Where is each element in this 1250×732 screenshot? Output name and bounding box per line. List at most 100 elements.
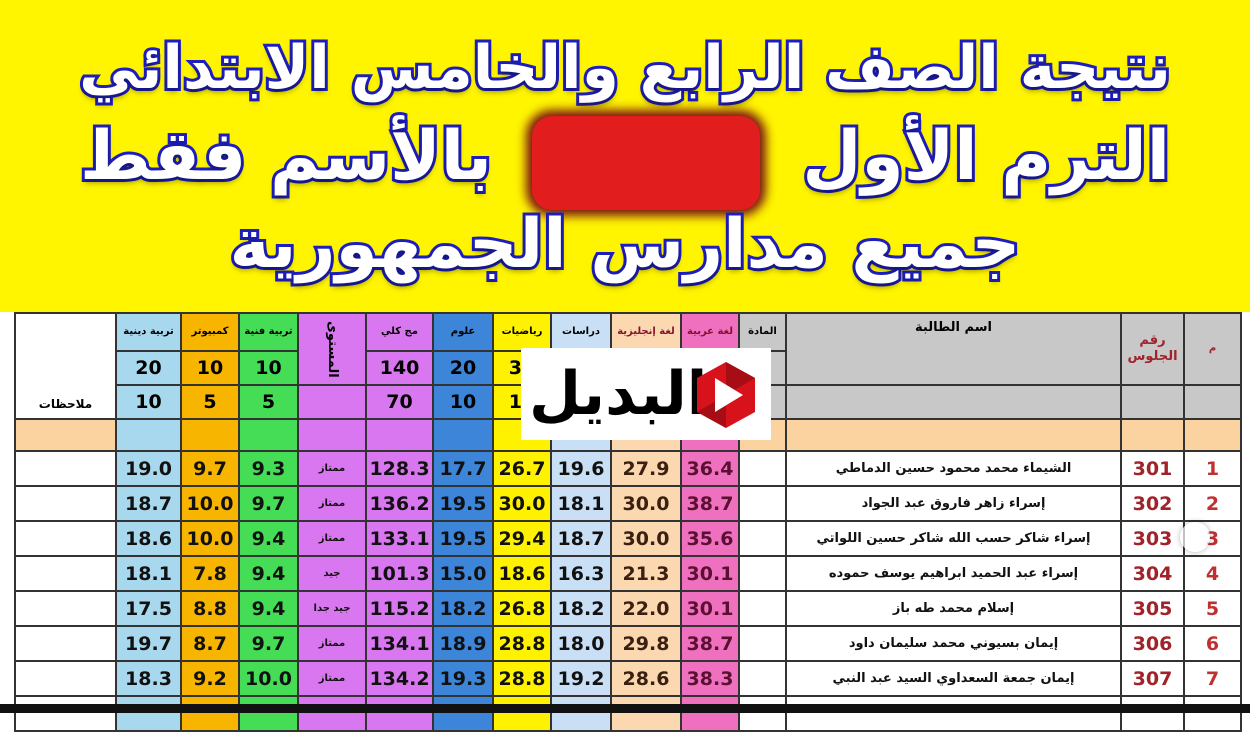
header-art: تربية فنية (238, 312, 299, 352)
table-row[interactable]: 19.7 8.7 9.7 ممتاز 134.1 18.9 28.8 18.0 29.8 38.7… (14, 625, 1242, 662)
cell-notes (14, 450, 117, 487)
header-index: م (1183, 312, 1242, 386)
cell-computer: 10.0 (180, 485, 240, 522)
header-science: علوم (432, 312, 494, 352)
cell-subject (738, 555, 787, 592)
cell-notes (14, 555, 117, 592)
banner-title-line1: نتيجة الصف الرابع والخامس الابتدائي (76, 30, 1174, 106)
header-notes: ملاحظات (14, 312, 117, 420)
banner-title-line3: جميع مدارس الجمهورية (227, 202, 1024, 287)
cell-arabic: 38.3 (680, 660, 740, 697)
cell-religion (115, 695, 182, 732)
cell-computer: 8.7 (180, 625, 240, 662)
cell-religion: 18.6 (115, 520, 182, 557)
cell-math: 26.7 (492, 450, 552, 487)
cell-subject (738, 660, 787, 697)
table-row[interactable]: 17.5 8.8 9.4 جيد جدا 115.2 18.2 26.8 18.2 22.0 30… (14, 590, 1242, 627)
header-computer: كمبيوتر (180, 312, 240, 352)
cell-science: 17.7 (432, 450, 494, 487)
spacer-computer (180, 418, 240, 452)
spacer-art (238, 418, 299, 452)
min-mark-total: 70 (365, 384, 434, 420)
cell-level: ممتاز (297, 660, 367, 697)
spacer-name (785, 418, 1122, 452)
cell-art: 10.0 (238, 660, 299, 697)
cell-index: 4 (1183, 555, 1242, 592)
cell-level: ممتاز (297, 520, 367, 557)
cell-level: ممتاز (297, 450, 367, 487)
cell-math: 28.8 (492, 660, 552, 697)
cell-religion: 19.0 (115, 450, 182, 487)
title-banner: نتيجة الصف الرابع والخامس الابتدائي التر… (0, 0, 1250, 312)
spacer-seat (1120, 418, 1185, 452)
cell-index: 6 (1183, 625, 1242, 662)
cell-total: 115.2 (365, 590, 434, 627)
banner-title-line2-right: الترم الأول (799, 114, 1173, 199)
cell-seat: 307 (1120, 660, 1185, 697)
spacer-index (1183, 418, 1242, 452)
cell-computer: 10.0 (180, 520, 240, 557)
cell-computer: 8.8 (180, 590, 240, 627)
cell-science (432, 695, 494, 732)
cell-english: 22.0 (610, 590, 682, 627)
cell-seat: 305 (1120, 590, 1185, 627)
cell-subject (738, 520, 787, 557)
table-row[interactable]: 18.3 9.2 10.0 ممتاز 134.2 19.3 28.8 19.2 28.6 38.… (14, 660, 1242, 697)
cell-total (365, 695, 434, 732)
header-studies: دراسات (550, 312, 612, 352)
touch-indicator (1180, 522, 1210, 552)
cell-arabic: 36.4 (680, 450, 740, 487)
cell-english (610, 695, 682, 732)
min-mark-religion: 10 (115, 384, 182, 420)
max-mark-science: 20 (432, 350, 494, 386)
cell-name: إسلام محمد طه باز (785, 590, 1122, 627)
cell-notes (14, 660, 117, 697)
min-mark-computer: 5 (180, 384, 240, 420)
cell-name (785, 695, 1122, 732)
table-row[interactable]: 18.7 10.0 9.7 ممتاز 136.2 19.5 30.0 18.1 30.0 38.… (14, 485, 1242, 522)
cell-art: 9.3 (238, 450, 299, 487)
cell-science: 19.3 (432, 660, 494, 697)
cell-index: 7 (1183, 660, 1242, 697)
cell-studies: 18.1 (550, 485, 612, 522)
cell-religion: 17.5 (115, 590, 182, 627)
cell-subject (738, 695, 787, 732)
level-blank (297, 384, 367, 420)
table-row[interactable]: 18.1 7.8 9.4 جيد 101.3 15.0 18.6 16.3 21.3 30.1 إس… (14, 555, 1242, 592)
cell-seat: 302 (1120, 485, 1185, 522)
cell-index: 5 (1183, 590, 1242, 627)
cell-religion: 18.3 (115, 660, 182, 697)
name-min-blank (785, 384, 1122, 420)
cell-art: 9.7 (238, 625, 299, 662)
cell-math: 18.6 (492, 555, 552, 592)
cell-art: 9.7 (238, 485, 299, 522)
table-row[interactable]: 18.6 10.0 9.4 ممتاز 133.1 19.5 29.4 18.7 30.0 35.… (14, 520, 1242, 557)
cell-english: 21.3 (610, 555, 682, 592)
cell-science: 19.5 (432, 520, 494, 557)
cell-total: 134.1 (365, 625, 434, 662)
header-math: رياضيات (492, 312, 552, 352)
cell-english: 30.0 (610, 520, 682, 557)
cell-seat (1120, 695, 1185, 732)
cell-level: جيد (297, 555, 367, 592)
cell-level: ممتاز (297, 625, 367, 662)
cell-math: 29.4 (492, 520, 552, 557)
cell-total: 133.1 (365, 520, 434, 557)
cell-arabic: 38.7 (680, 625, 740, 662)
cell-studies: 18.2 (550, 590, 612, 627)
spacer-level (297, 418, 367, 452)
cell-subject (738, 450, 787, 487)
redaction-block (532, 116, 760, 210)
cell-level: جيد جدا (297, 590, 367, 627)
red-hexagon-play-icon (697, 362, 755, 428)
logo-text: البديل (529, 359, 708, 429)
cell-seat: 303 (1120, 520, 1185, 557)
cell-arabic: 30.1 (680, 555, 740, 592)
cell-subject (738, 485, 787, 522)
spacer-notes (14, 418, 117, 452)
table-row[interactable]: 19.0 9.7 9.3 ممتاز 128.3 17.7 26.7 19.6 27.9 36.4… (14, 450, 1242, 487)
cell-english: 28.6 (610, 660, 682, 697)
index-min-blank (1183, 384, 1242, 420)
cell-math: 28.8 (492, 625, 552, 662)
min-mark-art: 5 (238, 384, 299, 420)
